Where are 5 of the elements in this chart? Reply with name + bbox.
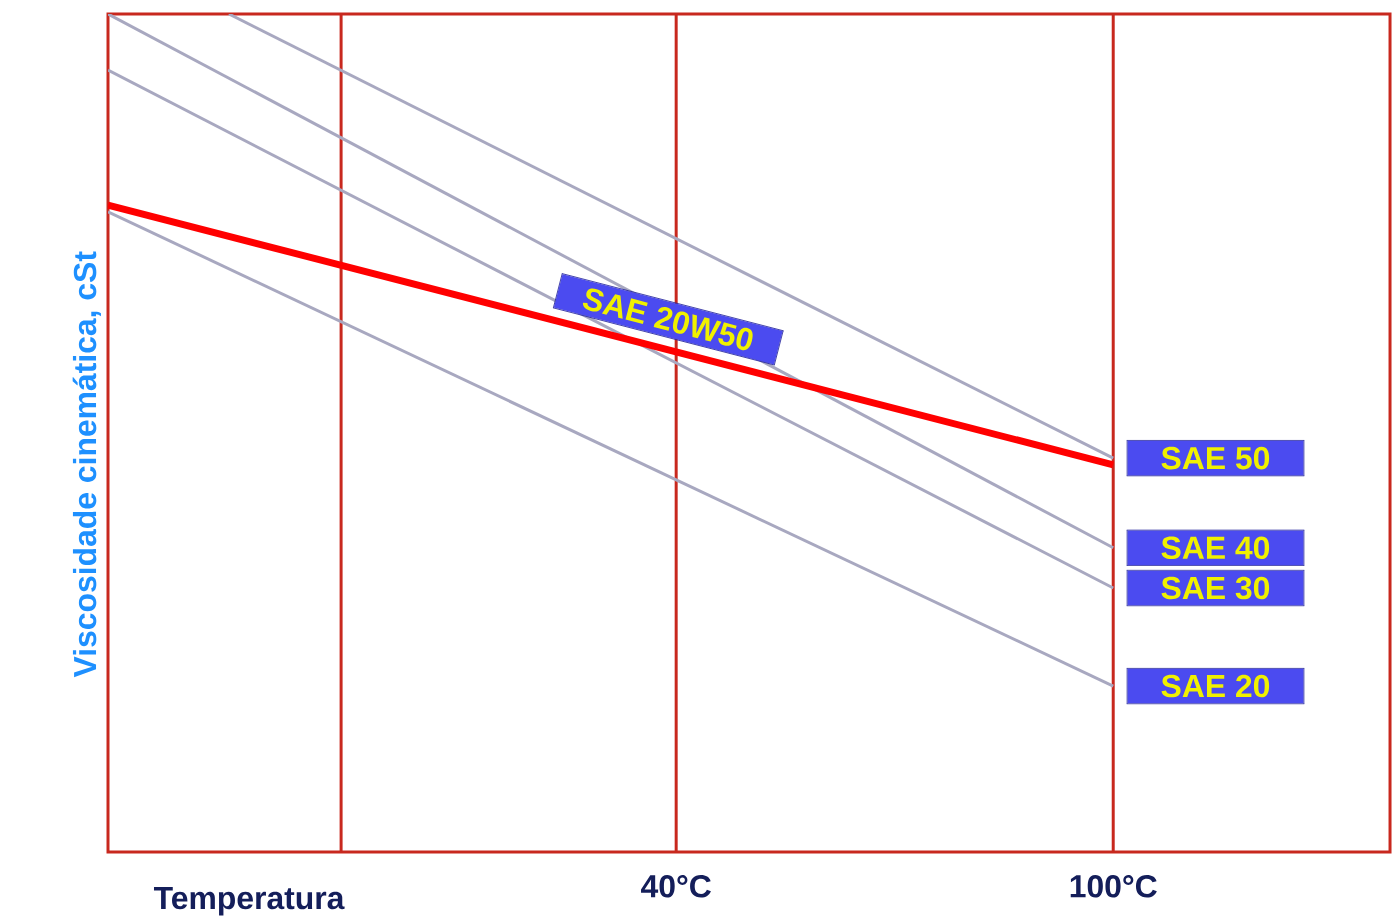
text: SAE 20W50 [582, 288, 753, 351]
x-axis-title: Temperatura [153, 887, 345, 916]
x-tick-label: 100°C [1070, 875, 1157, 898]
y-axis-title: Viscosidade cinemática, cSt [72, 251, 101, 678]
x-tick-label: 40°C [641, 875, 711, 898]
